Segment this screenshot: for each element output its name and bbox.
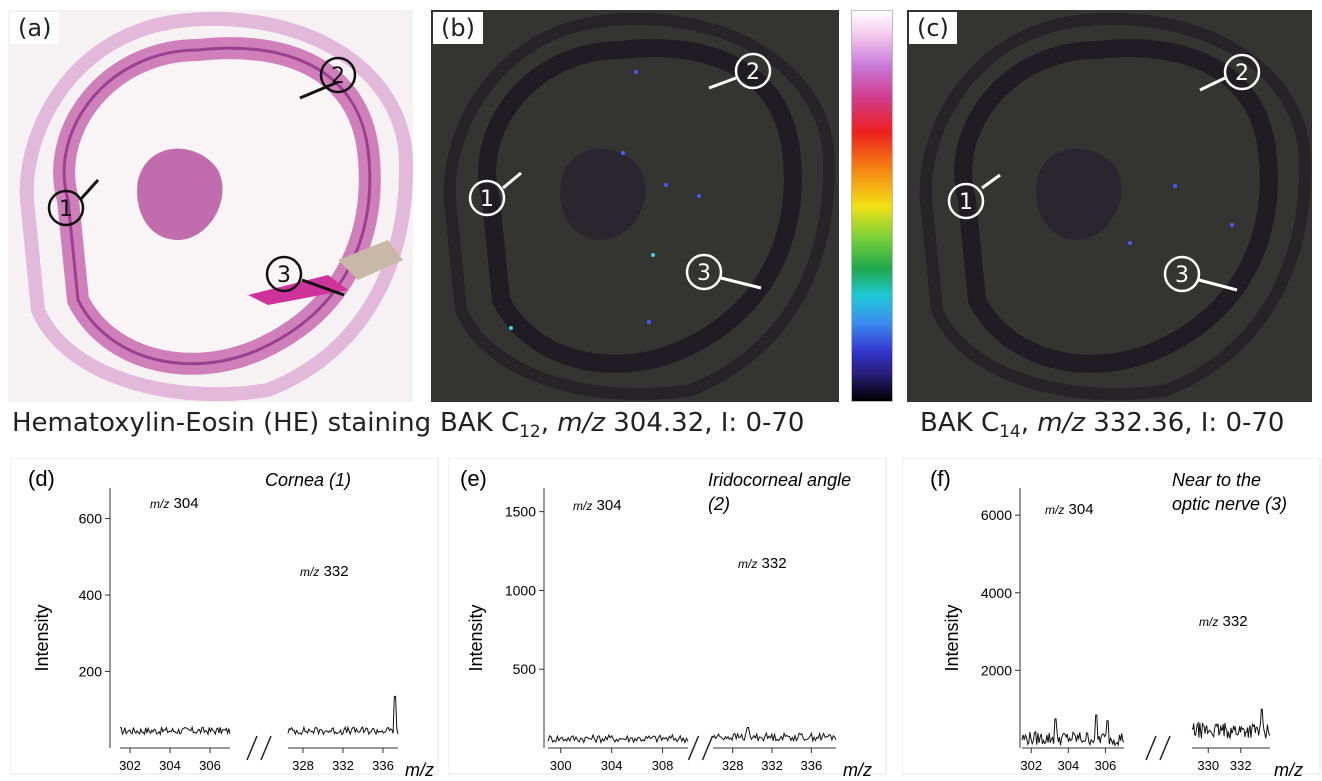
axis-break	[1145, 735, 1157, 761]
y-tick-label: 400	[79, 587, 103, 603]
region-markers: 2 1 3	[47, 56, 357, 297]
x-tick-label: 304	[601, 758, 623, 773]
region-3-label: 3	[697, 261, 711, 286]
axis-break	[260, 735, 272, 761]
x-tick-label: 306	[1095, 758, 1117, 773]
region-annotation: Iridocorneal angle	[708, 470, 851, 490]
spectrum-frame	[902, 458, 1321, 775]
x-tick-label: 330	[1197, 758, 1219, 773]
spectrum-trace	[547, 733, 689, 744]
spectrum-trace	[1191, 708, 1271, 740]
y-tick-label: 4000	[981, 585, 1012, 601]
x-tick-label: 328	[292, 758, 314, 773]
region-1-label: 1	[480, 187, 494, 212]
x-axis-label: m/z	[405, 760, 434, 780]
region-3-label: 3	[277, 263, 291, 288]
y-axis-label: Intensity	[942, 604, 962, 671]
x-tick-label: 336	[372, 758, 394, 773]
region-annotation: optic nerve (3)	[1172, 494, 1287, 514]
spectrum-frame	[10, 458, 439, 775]
axis-break	[1159, 735, 1171, 761]
caption-b: BAK C12, m/z 304.32, I: 0-70	[440, 408, 805, 443]
intensity-colorbar	[851, 10, 893, 402]
spectrum-d: (d) Cornea (1) 200 400 600 Intensity m/z 304 m/…	[10, 458, 440, 780]
spectrum-trace	[1021, 714, 1125, 747]
y-tick-label: 200	[79, 664, 103, 680]
y-tick-label: 600	[79, 511, 103, 527]
bak-c14-image: (c) 2 1 3	[907, 10, 1312, 402]
region-2-label: 2	[746, 60, 760, 85]
region-1-label: 1	[59, 197, 73, 222]
x-axis-label: m/z	[1274, 760, 1303, 780]
region-annotation: Cornea (1)	[265, 470, 351, 490]
x-tick-label: 302	[119, 758, 141, 773]
spectrum-frame	[448, 458, 887, 775]
peak-label: m/z 304	[573, 497, 622, 514]
region-2-label: 2	[1235, 61, 1249, 86]
axis-break	[687, 735, 700, 761]
region-annotation: (2)	[708, 494, 730, 514]
x-tick-label: 332	[1230, 758, 1252, 773]
y-tick-label: 6000	[981, 507, 1012, 523]
x-tick-label: 302	[1020, 758, 1042, 773]
peak-label: m/z 332	[738, 555, 787, 572]
x-tick-label: 306	[199, 758, 221, 773]
region-annotation: Near to the	[1172, 470, 1261, 490]
panel-label: (b)	[433, 12, 483, 44]
he-staining-image: (a) 2 1 3	[8, 10, 413, 402]
peak-label: m/z 304	[150, 495, 199, 512]
axis-break	[246, 735, 258, 761]
y-axis-label: Intensity	[32, 604, 52, 671]
x-tick-label: 336	[801, 758, 823, 773]
peak-label: m/z 332	[300, 563, 349, 580]
spectrum-trace	[287, 695, 399, 736]
x-axis-label: m/z	[843, 760, 872, 780]
spectrum-trace	[712, 727, 837, 743]
x-tick-label: 304	[159, 758, 181, 773]
x-tick-label: 304	[1058, 758, 1080, 773]
y-tick-label: 500	[513, 661, 537, 677]
y-axis-label: Intensity	[466, 604, 486, 671]
y-tick-label: 1000	[505, 582, 536, 598]
y-tick-label: 1500	[505, 504, 536, 520]
spectrum-e: (e) Iridocorneal angle (2) 500 1000 1500 Inten…	[448, 458, 888, 780]
caption-a: Hematoxylin-Eosin (HE) staining	[12, 408, 432, 438]
peak-label: m/z 332	[1199, 613, 1248, 630]
panel-label: (f)	[930, 466, 951, 491]
x-tick-label: 300	[550, 758, 572, 773]
y-tick-label: 2000	[981, 662, 1012, 678]
x-tick-label: 332	[332, 758, 354, 773]
region-2-label: 2	[331, 64, 345, 89]
region-3-label: 3	[1175, 263, 1189, 288]
x-tick-label: 328	[722, 758, 744, 773]
x-tick-label: 332	[761, 758, 783, 773]
x-tick-label: 308	[652, 758, 674, 773]
peak-label: m/z 304	[1045, 501, 1094, 518]
region-1-label: 1	[959, 190, 973, 215]
panel-label: (e)	[460, 466, 487, 491]
bak-c12-image: (b) 2 1 3	[431, 10, 839, 402]
region-markers: 2 1 3	[468, 52, 772, 291]
panel-label: (a)	[10, 12, 60, 44]
spectrum-f: (f) Near to the optic nerve (3) 2000 4000 600…	[902, 458, 1322, 780]
panel-label: (d)	[28, 466, 55, 491]
caption-c: BAK C14, m/z 332.36, I: 0-70	[920, 408, 1285, 443]
axis-break	[701, 735, 714, 761]
region-markers: 2 1 3	[947, 53, 1261, 293]
spectrum-trace	[119, 725, 231, 737]
panel-label: (c)	[909, 12, 957, 44]
